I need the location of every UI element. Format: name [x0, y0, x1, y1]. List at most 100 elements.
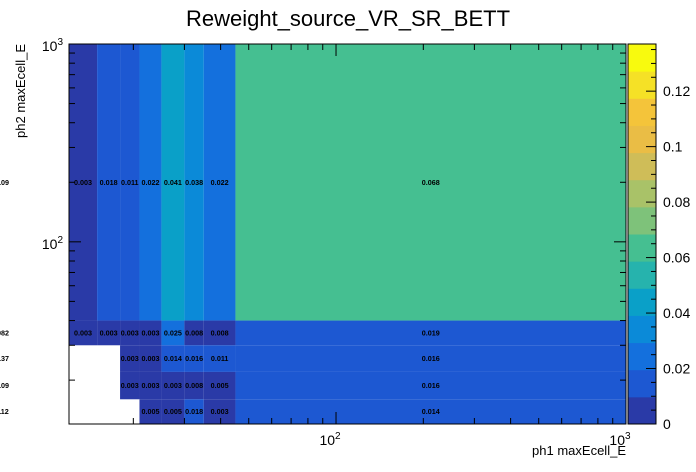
cell-value-label: 0.003 — [141, 354, 159, 363]
colorbar-frame — [627, 43, 657, 425]
y-axis-label: ph2 maxEcell_E — [13, 44, 28, 138]
heatmap-cell-labels: 0.003 0.018 0.011 0.022 0.041 0.038 0.022 0.068… — [0, 178, 440, 416]
heatmap-cell — [184, 320, 204, 346]
heatmap-cell — [235, 371, 626, 400]
x-tick-label: 102 — [319, 431, 341, 448]
heatmap-cell — [203, 345, 236, 372]
tick-exponent: 3 — [625, 431, 631, 442]
cell-value-label: 0.003 — [141, 381, 159, 390]
heatmap-cell — [139, 399, 162, 424]
heatmap-cell — [97, 320, 121, 346]
tick-base: 10 — [609, 432, 625, 448]
heatmap-cell — [120, 320, 140, 346]
y-axis-ticks — [69, 43, 626, 381]
colorbar-tick-label: 0.12 — [663, 83, 690, 99]
colorbar-ticks — [646, 49, 656, 425]
cell-value-label: 0.022 — [211, 178, 229, 187]
heatmap-cell — [161, 345, 185, 372]
heatmap-cell — [120, 44, 140, 321]
heatmap-cell — [184, 399, 204, 424]
heatmap-cell — [184, 371, 204, 400]
cell-value-label: 0.003 — [141, 328, 159, 337]
chart-title: Reweight_source_VR_SR_BETT — [186, 6, 510, 31]
heatmap-cell — [203, 371, 236, 400]
colorbar-tick-label: 0.06 — [663, 250, 690, 266]
colorbar-segment — [628, 261, 656, 289]
heatmap-cell — [203, 44, 236, 321]
heatmap-cell — [139, 371, 162, 400]
tick-exponent: 3 — [57, 37, 63, 48]
colorbar-segment — [628, 44, 656, 72]
cell-value-label: 0.014 — [422, 407, 440, 416]
cell-value-label: 0.109 — [0, 178, 9, 187]
x-axis-tick-labels: 102 103 — [319, 431, 631, 448]
heatmap-cell — [139, 345, 162, 372]
colorbar-segment — [628, 98, 656, 126]
heatmap-cell — [203, 320, 236, 346]
colorbar-tick-label: 0.02 — [663, 361, 690, 377]
heatmap-cell — [120, 345, 140, 372]
colorbar-segment — [628, 315, 656, 344]
cell-value-label: 0.003 — [211, 407, 229, 416]
cell-value-label: 0.038 — [185, 178, 203, 187]
x-axis-ticks — [132, 44, 627, 424]
colorbar-segment — [628, 125, 656, 154]
heatmap-cell — [184, 345, 204, 372]
colorbar-segment — [628, 396, 656, 425]
cell-value-label: 0.003 — [121, 354, 139, 363]
cell-value-label: 0.018 — [185, 407, 203, 416]
colorbar-segment — [628, 234, 656, 262]
cell-value-label: 0.003 — [74, 328, 92, 337]
y-tick-label: 103 — [42, 37, 64, 54]
heatmap-cell — [139, 44, 162, 321]
heatmap-cell — [161, 320, 185, 346]
heatmap-cell — [161, 399, 185, 424]
colorbar-tick-label: 0 — [663, 416, 671, 432]
cell-value-label: 0.022 — [141, 178, 159, 187]
cell-value-label: 0.112 — [0, 407, 9, 416]
y-tick-label: 102 — [42, 235, 64, 252]
cell-value-label: 0.003 — [164, 381, 182, 390]
heatmap-cell — [235, 399, 626, 424]
heatmap-cells — [69, 44, 626, 424]
cell-value-label: 0.008 — [185, 381, 203, 390]
heatmap-cell — [235, 345, 626, 372]
tick-exponent: 2 — [57, 235, 63, 246]
heatmap-cell — [69, 320, 98, 346]
heatmap-cell — [161, 44, 185, 321]
heatmap-cell — [161, 371, 185, 400]
cell-value-label: 0.041 — [164, 178, 182, 187]
cell-value-label: 0.005 — [141, 407, 159, 416]
heatmap-cell — [97, 44, 121, 321]
cell-value-label: 0.008 — [211, 328, 229, 337]
tick-base: 10 — [319, 432, 335, 448]
heatmap-cell — [139, 320, 162, 346]
tick-base: 10 — [42, 236, 58, 252]
colorbar-segment — [628, 342, 656, 371]
cell-value-label: 0.016 — [422, 354, 440, 363]
cell-value-label: 0.005 — [164, 407, 182, 416]
cell-value-label: 0.018 — [100, 178, 118, 187]
cell-value-label: 0.016 — [185, 354, 203, 363]
colorbar-segment — [628, 206, 656, 235]
colorbar — [627, 43, 657, 425]
cell-value-label: 0.005 — [211, 381, 229, 390]
cell-value-label: 0.003 — [121, 328, 139, 337]
cell-value-label: 0.019 — [422, 328, 440, 337]
cell-value-label: 0.014 — [164, 354, 182, 363]
colorbar-tick-label: 0.1 — [663, 139, 683, 155]
heatmap-cell — [184, 44, 204, 321]
colorbar-tick-labels: 0 0.02 0.04 0.06 0.08 0.1 0.12 — [663, 83, 690, 432]
cell-value-label: 0.003 — [74, 178, 92, 187]
tick-base: 10 — [42, 38, 58, 54]
heatmap-cell — [120, 371, 140, 400]
cell-value-label: 0.137 — [0, 354, 9, 363]
cell-value-label: 0.025 — [164, 328, 182, 337]
colorbar-segment — [628, 288, 656, 316]
heatmap-cell — [235, 44, 626, 321]
colorbar-segment — [628, 71, 656, 99]
cell-value-label: 0.068 — [422, 178, 440, 187]
x-axis-label: ph1 maxEcell_E — [532, 443, 626, 458]
